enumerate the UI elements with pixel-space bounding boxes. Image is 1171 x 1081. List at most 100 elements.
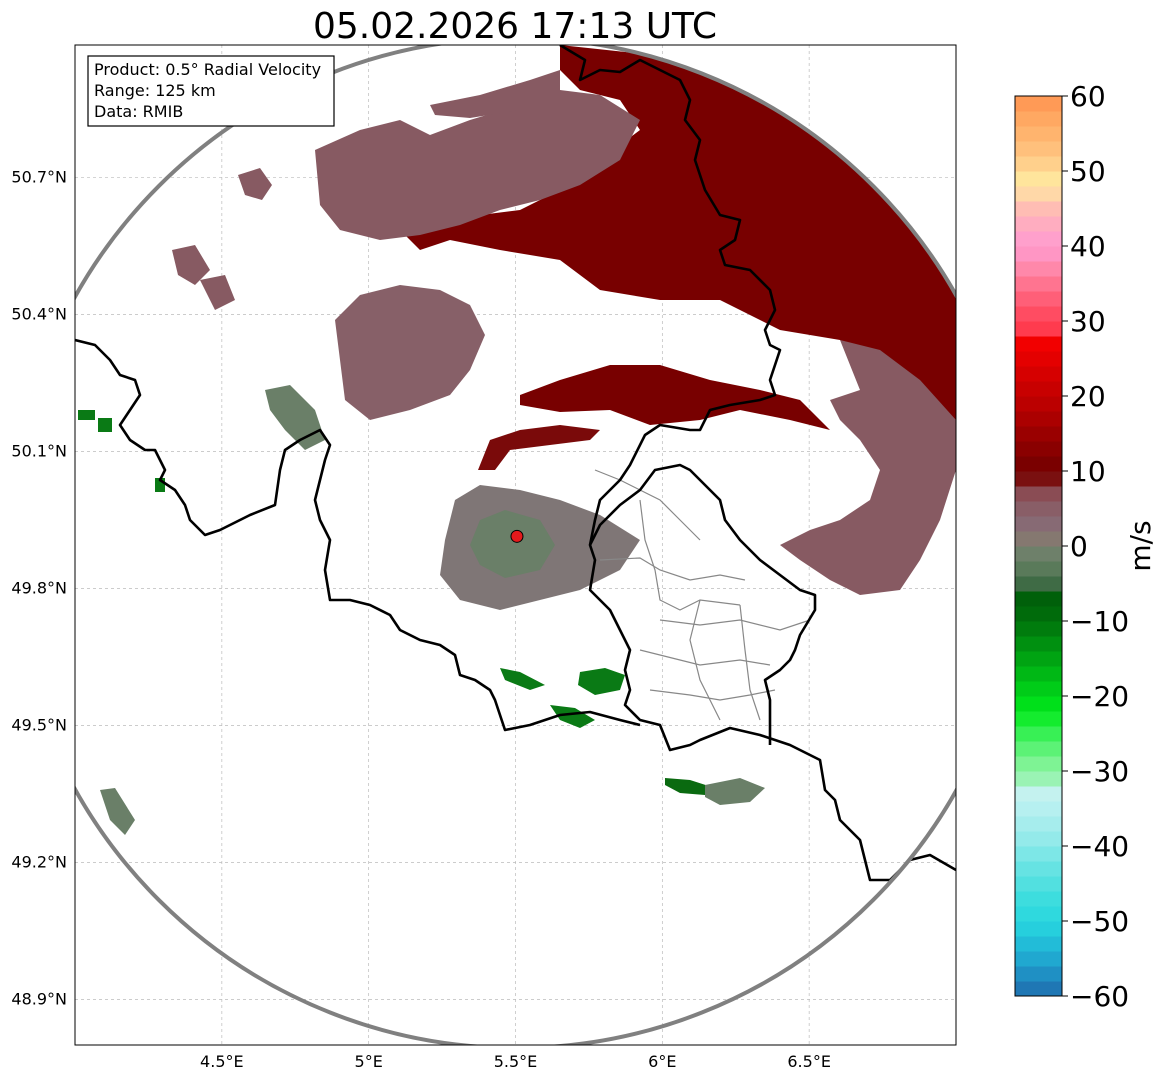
colorbar-band	[1015, 921, 1062, 937]
colorbar-band	[1015, 171, 1062, 187]
colorbar-band	[1015, 591, 1062, 607]
colorbar-tick-label: 50	[1070, 155, 1106, 188]
colorbar-band	[1015, 246, 1062, 262]
colorbar-band	[1015, 291, 1062, 307]
colorbar-tick-label: −40	[1070, 830, 1129, 863]
colorbar-tick-label: 60	[1070, 80, 1106, 113]
colorbar-band	[1015, 651, 1062, 667]
colorbar-bands	[1015, 96, 1062, 997]
lon-tick-label: 5°E	[355, 1052, 383, 1071]
colorbar-band	[1015, 426, 1062, 442]
colorbar-band	[1015, 351, 1062, 367]
colorbar-ticks: 60 50 40 30 20 10 0 −10 −20 −30 −40 −50 −60	[1062, 80, 1129, 1013]
colorbar-band	[1015, 486, 1062, 502]
info-source: Data: RMIB	[94, 102, 183, 121]
colorbar-band	[1015, 216, 1062, 232]
colorbar-band	[1015, 231, 1062, 247]
colorbar-band	[1015, 111, 1062, 127]
colorbar-band	[1015, 516, 1062, 532]
colorbar-band	[1015, 726, 1062, 742]
echo-weak-outbound-top	[430, 70, 560, 118]
echo-outbound-band	[520, 365, 830, 430]
echo-inbound-far-south	[665, 778, 715, 795]
colorbar-band	[1015, 456, 1062, 472]
colorbar-band	[1015, 126, 1062, 142]
lon-tick-labels: 4.5°E 5°E 5.5°E 6°E 6.5°E	[200, 1052, 831, 1071]
colorbar-band	[1015, 831, 1062, 847]
colorbar-tick-label: −20	[1070, 680, 1129, 713]
echo-inbound-south	[500, 668, 625, 728]
colorbar-band	[1015, 261, 1062, 277]
border-france-belgium	[75, 338, 641, 732]
colorbar-band	[1015, 306, 1062, 322]
colorbar-tick-label: 10	[1070, 455, 1106, 488]
colorbar-band	[1015, 336, 1062, 352]
lon-tick-label: 5.5°E	[494, 1052, 538, 1071]
echo-inbound-west	[78, 410, 165, 492]
border-lux-north	[588, 463, 817, 745]
colorbar-band	[1015, 861, 1062, 877]
colorbar-band	[1015, 576, 1062, 592]
lat-tick-label: 49.2°N	[11, 852, 67, 871]
colorbar-band	[1015, 801, 1062, 817]
colorbar-band	[1015, 546, 1062, 562]
echo-weak-outbound-mid	[335, 285, 485, 420]
colorbar-tick-label: −60	[1070, 980, 1129, 1013]
echo-weak-outbound-east	[780, 340, 956, 595]
colorbar-tick-label: 20	[1070, 380, 1106, 413]
lon-tick-label: 4.5°E	[200, 1052, 244, 1071]
info-box: Product: 0.5° Radial Velocity Range: 125…	[87, 55, 335, 127]
lat-tick-labels: 50.7°N 50.4°N 50.1°N 49.8°N 49.5°N 49.2°N 48.9…	[11, 167, 67, 1008]
lat-tick-label: 49.5°N	[11, 715, 67, 734]
colorbar-band	[1015, 186, 1062, 202]
map-area[interactable]: Product: 0.5° Radial Velocity Range: 125…	[11, 38, 1021, 1048]
chart-title: 05.02.2026 17:13 UTC	[313, 6, 717, 47]
colorbar-band	[1015, 756, 1062, 772]
colorbar-tick-label: 0	[1070, 530, 1088, 563]
echo-clutter-zero	[470, 510, 555, 578]
colorbar-band	[1015, 561, 1062, 577]
colorbar-band	[1015, 906, 1062, 922]
colorbar-band	[1015, 816, 1062, 832]
colorbar-band	[1015, 711, 1062, 727]
colorbar-band	[1015, 471, 1062, 487]
map-frame	[74, 44, 957, 1046]
colorbar-band	[1015, 276, 1062, 292]
colorbar-band	[1015, 411, 1062, 427]
colorbar-band	[1015, 891, 1062, 907]
colorbar-band	[1015, 321, 1062, 337]
lon-tick-label: 6.5°E	[787, 1052, 831, 1071]
lat-tick-label: 49.8°N	[11, 578, 67, 597]
subregion-borders	[594, 469, 811, 721]
colorbar-band	[1015, 636, 1062, 652]
colorbar-band	[1015, 951, 1062, 967]
lat-tick-label: 50.7°N	[11, 167, 67, 186]
lat-tick-label: 48.9°N	[11, 989, 67, 1008]
colorbar-band	[1015, 741, 1062, 757]
colorbar-band	[1015, 936, 1062, 952]
colorbar-band	[1015, 201, 1062, 217]
colorbar-band	[1015, 531, 1062, 547]
radar-site-marker[interactable]	[510, 529, 524, 543]
colorbar-tick-label: −50	[1070, 905, 1129, 938]
colorbar-band	[1015, 666, 1062, 682]
colorbar-band	[1015, 396, 1062, 412]
colorbar-band	[1015, 786, 1062, 802]
colorbar-label: m/s	[1124, 520, 1157, 571]
colorbar-band	[1015, 381, 1062, 397]
lat-tick-label: 50.4°N	[11, 304, 67, 323]
colorbar-band	[1015, 141, 1062, 157]
colorbar-band	[1015, 771, 1062, 787]
colorbar-band	[1015, 606, 1062, 622]
info-range: Range: 125 km	[94, 81, 216, 100]
colorbar-band	[1015, 501, 1062, 517]
echo-outbound-west	[478, 425, 600, 470]
colorbar-band	[1015, 846, 1062, 862]
colorbar-band	[1015, 96, 1062, 112]
country-borders	[75, 45, 956, 882]
colorbar-band	[1015, 156, 1062, 172]
colorbar-band	[1015, 366, 1062, 382]
info-product: Product: 0.5° Radial Velocity	[94, 60, 321, 79]
colorbar-tick-label: −30	[1070, 755, 1129, 788]
